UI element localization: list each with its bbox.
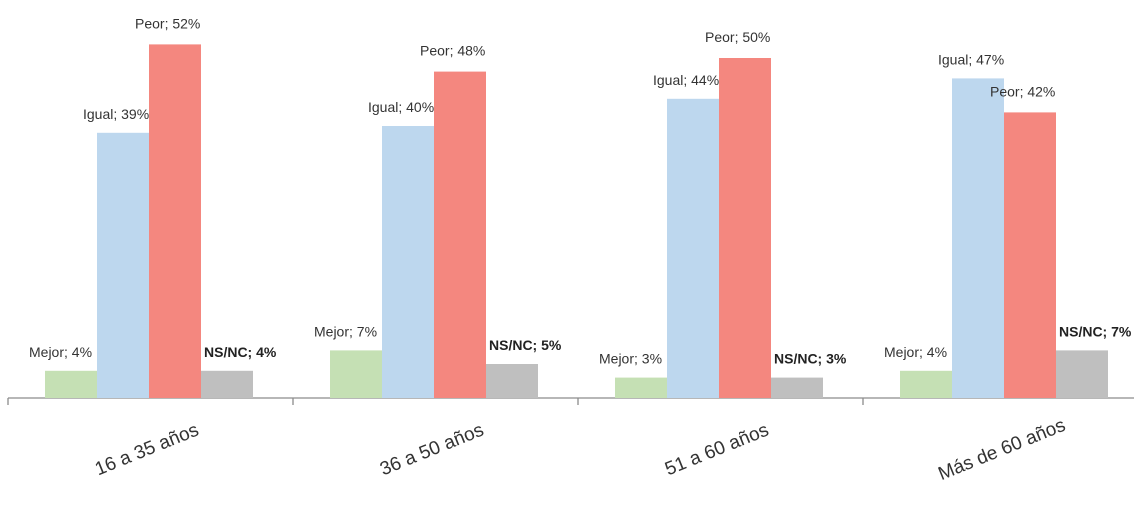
bar-peor-16-a-35-a-os — [149, 44, 201, 399]
data-label-igual-16-a-35-a-os: Igual; 39% — [83, 106, 149, 122]
data-label-ns-nc-36-a-50-a-os: NS/NC; 5% — [489, 337, 562, 353]
bar-peor-51-a-60-a-os — [719, 58, 771, 398]
data-label-mejor-36-a-50-a-os: Mejor; 7% — [314, 323, 377, 339]
bar-ns-nc-36-a-50-a-os — [486, 364, 538, 398]
data-label-igual-m-s-de-60-a-os: Igual; 47% — [938, 51, 1004, 67]
bar-mejor-m-s-de-60-a-os — [900, 370, 952, 398]
data-label-peor-16-a-35-a-os: Peor; 52% — [135, 15, 200, 31]
data-label-ns-nc-16-a-35-a-os: NS/NC; 4% — [204, 344, 277, 360]
data-label-mejor-51-a-60-a-os: Mejor; 3% — [599, 351, 662, 367]
data-label-peor-51-a-60-a-os: Peor; 50% — [705, 29, 770, 45]
bar-igual-m-s-de-60-a-os — [952, 78, 1004, 399]
x-tick-label-m-s-de-60-a-os: Más de 60 años — [935, 415, 1068, 485]
x-tick-label-16-a-35-a-os: 16 a 35 años — [92, 420, 202, 481]
data-label-ns-nc-51-a-60-a-os: NS/NC; 3% — [774, 351, 847, 367]
bar-ns-nc-16-a-35-a-os — [201, 370, 253, 398]
bar-igual-16-a-35-a-os — [97, 132, 149, 399]
x-tick-label-51-a-60-a-os: 51 a 60 años — [662, 420, 772, 481]
bar-igual-51-a-60-a-os — [667, 98, 719, 399]
data-label-igual-36-a-50-a-os: Igual; 40% — [368, 99, 434, 115]
bar-igual-36-a-50-a-os — [382, 126, 434, 398]
data-label-mejor-16-a-35-a-os: Mejor; 4% — [29, 344, 92, 360]
bar-mejor-36-a-50-a-os — [330, 350, 382, 398]
data-label-peor-m-s-de-60-a-os: Peor; 42% — [990, 83, 1055, 99]
bar-mejor-51-a-60-a-os — [615, 377, 667, 398]
data-label-peor-36-a-50-a-os: Peor; 48% — [420, 43, 485, 59]
x-tick-label-36-a-50-a-os: 36 a 50 años — [377, 420, 487, 481]
data-label-mejor-m-s-de-60-a-os: Mejor; 4% — [884, 344, 947, 360]
bar-mejor-16-a-35-a-os — [45, 370, 97, 398]
data-label-igual-51-a-60-a-os: Igual; 44% — [653, 72, 719, 88]
bar-peor-m-s-de-60-a-os — [1004, 112, 1056, 399]
data-label-ns-nc-m-s-de-60-a-os: NS/NC; 7% — [1059, 323, 1132, 339]
bar-ns-nc-51-a-60-a-os — [771, 377, 823, 398]
bar-ns-nc-m-s-de-60-a-os — [1056, 350, 1108, 398]
bar-peor-36-a-50-a-os — [434, 71, 486, 398]
